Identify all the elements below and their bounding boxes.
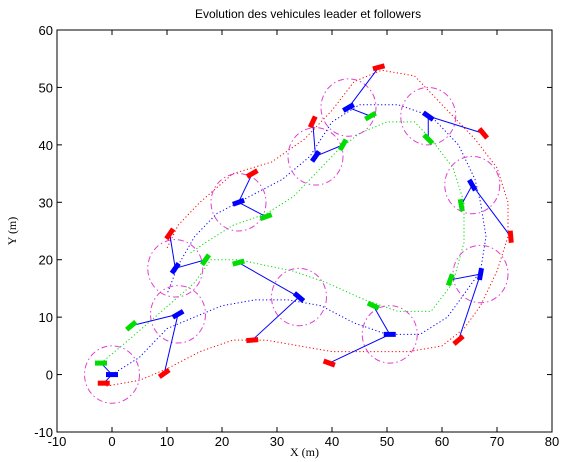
follower-2-vehicle xyxy=(372,63,386,72)
follower-2-vehicle xyxy=(452,334,465,346)
follower-1-trajectory xyxy=(100,121,465,364)
y-tick-label: 60 xyxy=(39,23,53,38)
follower-2-vehicle xyxy=(246,337,259,344)
leader-vehicle xyxy=(383,331,396,337)
follower-1-vehicle xyxy=(125,319,138,332)
leader-vehicle xyxy=(467,178,478,192)
follower-1-vehicle xyxy=(445,273,455,287)
link-follower-1 xyxy=(348,107,371,117)
leader-vehicle xyxy=(292,291,306,303)
link-follower-2 xyxy=(251,296,300,341)
link-follower-1 xyxy=(450,273,481,281)
link-follower-2 xyxy=(163,314,179,374)
follower-2-vehicle xyxy=(507,230,514,243)
leader-vehicle xyxy=(106,372,118,378)
y-tick-label: 50 xyxy=(39,80,53,95)
follower-2-vehicle xyxy=(164,227,176,241)
x-tick-label: 0 xyxy=(108,434,115,449)
y-tick-label: 10 xyxy=(39,310,53,325)
follower-1-vehicle xyxy=(337,138,349,152)
follower-2-trajectory xyxy=(106,69,509,387)
follower-2-vehicle xyxy=(477,127,490,140)
x-tick-label: 60 xyxy=(435,434,449,449)
formation-circle xyxy=(84,345,140,404)
follower-1-vehicle xyxy=(364,110,377,122)
y-tick-label: 40 xyxy=(39,138,53,153)
y-tick-label: 0 xyxy=(46,368,53,383)
follower-2-vehicle xyxy=(322,358,336,368)
y-tick-label: 30 xyxy=(39,195,53,210)
vehicles xyxy=(95,63,514,386)
x-tick-label: 50 xyxy=(380,434,394,449)
formation-circle xyxy=(271,267,327,327)
link-follower-1 xyxy=(238,262,300,298)
y-tick-label: -10 xyxy=(34,425,53,440)
x-tick-label: 20 xyxy=(215,434,229,449)
link-follower-2 xyxy=(348,67,380,108)
link-follower-2 xyxy=(458,273,481,341)
follower-2-vehicle xyxy=(157,367,171,379)
formation-circles xyxy=(84,78,509,404)
x-tick-label: 30 xyxy=(270,434,284,449)
link-follower-1 xyxy=(175,259,206,269)
follower-1-vehicle xyxy=(95,360,107,366)
follower-1-vehicle xyxy=(422,133,435,146)
formation-circle xyxy=(150,285,206,344)
follower-1-vehicle xyxy=(366,300,380,311)
follower-2-vehicle xyxy=(245,168,259,179)
link-follower-2 xyxy=(312,121,316,157)
formation-circle xyxy=(400,86,457,146)
leader-vehicle xyxy=(421,110,435,122)
follower-1-vehicle xyxy=(232,258,245,267)
x-tick-label: 40 xyxy=(325,434,339,449)
y-tick-label: 20 xyxy=(39,253,53,268)
chart-title: Evolution des vehicules leader et follow… xyxy=(195,7,421,21)
leader-vehicle xyxy=(169,261,181,275)
link-follower-1 xyxy=(372,305,391,335)
leader-vehicle xyxy=(232,197,245,207)
trajectory-curves xyxy=(100,69,509,387)
link-follower-2 xyxy=(428,115,484,134)
x-tick-label: 80 xyxy=(545,434,559,449)
follower-1-vehicle xyxy=(200,253,211,267)
plot-box xyxy=(56,29,553,433)
formation-links xyxy=(100,67,512,384)
y-axis-label: Y (m) xyxy=(5,217,19,246)
leader-vehicle xyxy=(476,267,485,281)
formation-circle xyxy=(320,78,377,137)
x-axis-label: X (m) xyxy=(290,445,319,459)
link-follower-1 xyxy=(238,201,267,218)
leader-vehicle xyxy=(310,149,321,163)
link-follower-2 xyxy=(169,233,176,269)
follower-1-vehicle xyxy=(457,198,465,212)
link-follower-2 xyxy=(238,173,253,203)
leader-vehicle xyxy=(171,309,185,320)
formation-circle xyxy=(287,127,344,186)
x-tick-label: -10 xyxy=(48,434,67,449)
link-follower-1 xyxy=(131,313,179,327)
formation-circle xyxy=(147,239,204,298)
follower-2-vehicle xyxy=(307,115,318,129)
leader-trajectory xyxy=(111,104,487,376)
formation-circle xyxy=(452,244,509,304)
x-tick-label: 70 xyxy=(490,434,504,449)
link-follower-2 xyxy=(329,333,390,364)
formation-circle xyxy=(444,155,501,215)
link-follower-2 xyxy=(471,184,512,238)
leader-vehicle xyxy=(342,102,355,113)
x-tick-label: 10 xyxy=(160,434,174,449)
formation-circle xyxy=(210,173,267,232)
formation-circle xyxy=(361,305,418,364)
follower-2-vehicle xyxy=(97,380,110,386)
follower-1-vehicle xyxy=(259,212,273,222)
axis-ticks: -10 0 10 20 30 40 50 60 70 80 -10 0 10 20 30 40 50 60 xyxy=(34,23,559,449)
link-follower-1 xyxy=(315,144,344,157)
